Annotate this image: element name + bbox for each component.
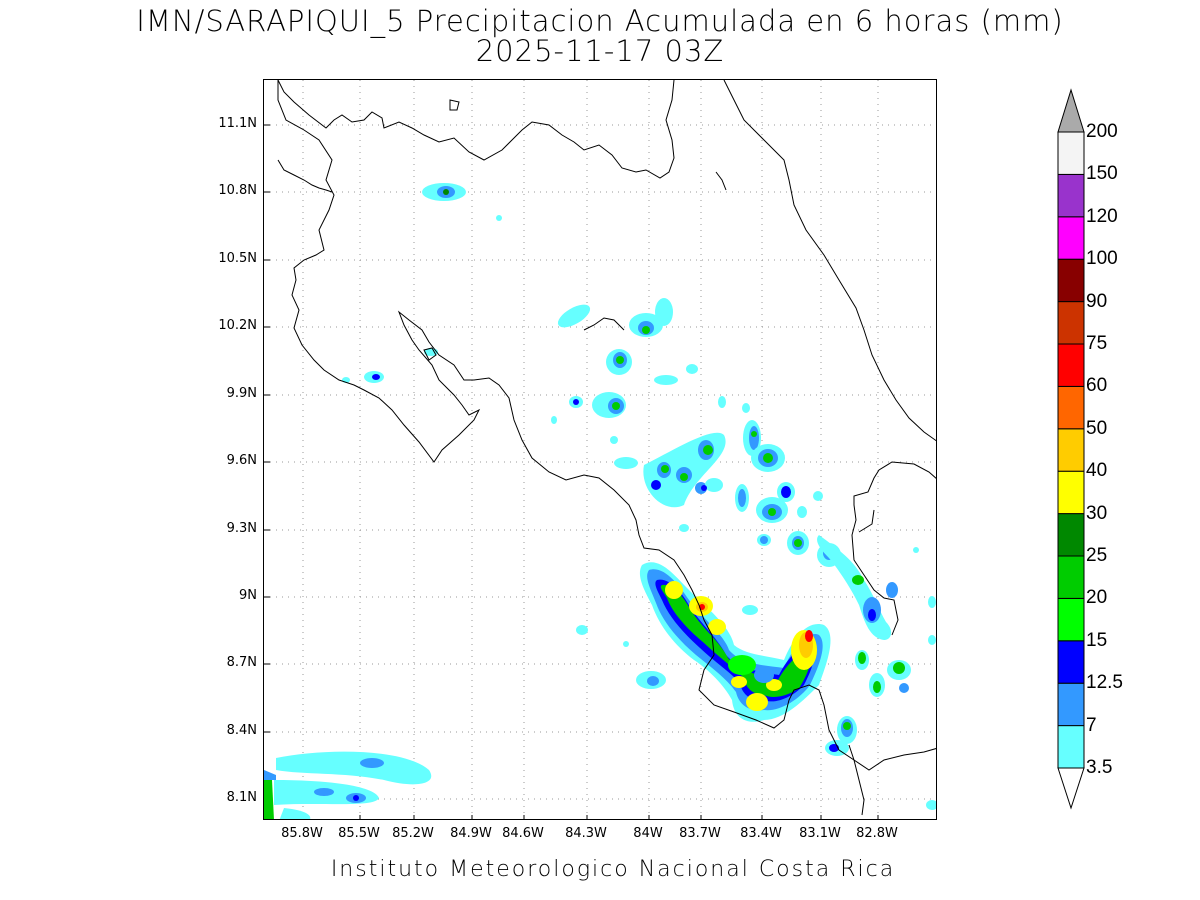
- legend-threshold-label: 100: [1086, 248, 1118, 270]
- lon-tick-label: 85.8W: [281, 826, 323, 841]
- legend-threshold-label: 75: [1086, 333, 1108, 354]
- legend-swatch: [1057, 513, 1085, 557]
- graticule-grid: [264, 80, 936, 819]
- legend-over-triangle: [1057, 88, 1085, 133]
- lon-tick-label: 85.2W: [392, 826, 434, 841]
- lat-tick-label: 11.1N: [218, 116, 257, 131]
- lat-tick-label: 10.5N: [218, 251, 257, 266]
- rain-band-east: [817, 535, 936, 810]
- legend-threshold-label: 60: [1086, 375, 1108, 397]
- lon-tick-label: 84.3W: [565, 826, 607, 841]
- lat-tick-label: 9.9N: [226, 386, 257, 401]
- lon-tick-label: 82.8W: [856, 826, 898, 841]
- lon-tick-label: 83.1W: [799, 826, 841, 841]
- legend-swatch: [1057, 640, 1085, 684]
- legend-swatch: [1057, 555, 1085, 599]
- legend-swatch: [1057, 173, 1085, 218]
- legend-swatch: [1057, 597, 1085, 642]
- lon-tick-label: 84.9W: [450, 826, 492, 841]
- legend-threshold-label: 20: [1086, 587, 1108, 609]
- rain-cell-ocean-sw: [264, 751, 432, 819]
- legend-swatch: [1057, 385, 1085, 430]
- lon-tick-label: 84.6W: [502, 826, 544, 841]
- legend-threshold-label: 50: [1086, 417, 1108, 439]
- footer-credit: Instituto Meteorologico Nacional Costa R…: [330, 857, 896, 882]
- map-panel: [263, 79, 937, 820]
- legend-threshold-label: 7: [1086, 714, 1097, 736]
- precipitation-field: [264, 183, 936, 819]
- lat-tick-label: 9.3N: [226, 521, 257, 536]
- precipitation-map: [264, 80, 936, 819]
- rain-band-south-heavy: [639, 562, 831, 722]
- legend-swatch: [1057, 725, 1085, 769]
- legend-swatch: [1057, 216, 1085, 260]
- lat-tick-label: 8.7N: [226, 655, 257, 670]
- lat-tick-label: 10.2N: [218, 318, 257, 333]
- lat-tick-label: 9.6N: [226, 453, 257, 468]
- legend-threshold-label: 15: [1086, 629, 1108, 651]
- map-datetime: 2025-11-17 03Z: [475, 34, 725, 68]
- lat-tick-label: 8.1N: [226, 790, 257, 805]
- legend-swatch: [1057, 258, 1085, 303]
- legend-under-triangle: [1057, 767, 1085, 810]
- lat-tick-label: 8.4N: [226, 723, 257, 738]
- legend-swatch: [1057, 131, 1085, 175]
- legend-swatch: [1057, 428, 1085, 472]
- coastline-borders: [277, 80, 936, 816]
- map-title: IMN/SARAPIQUI_5 Precipitacion Acumulada …: [136, 4, 1064, 38]
- color-scale-legend: [1057, 88, 1085, 810]
- lat-tick-label: 9N: [239, 588, 257, 603]
- legend-threshold-label: 25: [1086, 545, 1108, 566]
- legend-swatch: [1057, 682, 1085, 727]
- legend-threshold-label: 40: [1086, 460, 1108, 482]
- rain-cell-north: [342, 183, 502, 383]
- legend-threshold-label: 90: [1086, 290, 1108, 312]
- lon-tick-label: 85.5W: [338, 826, 380, 841]
- legend-threshold-label: 150: [1086, 163, 1118, 185]
- legend-threshold-label: 12.5: [1086, 672, 1123, 694]
- legend-swatch: [1057, 470, 1085, 515]
- legend-swatch: [1057, 343, 1085, 387]
- lon-tick-label: 84W: [633, 826, 663, 841]
- legend-threshold-label: 200: [1086, 121, 1118, 142]
- legend-swatch: [1057, 301, 1085, 345]
- lon-tick-label: 83.4W: [740, 826, 782, 841]
- legend-threshold-label: 30: [1086, 502, 1108, 524]
- lat-tick-label: 10.8N: [218, 183, 257, 198]
- lon-tick-label: 83.7W: [679, 826, 721, 841]
- legend-threshold-label: 3.5: [1086, 757, 1113, 778]
- legend-threshold-label: 120: [1086, 205, 1118, 227]
